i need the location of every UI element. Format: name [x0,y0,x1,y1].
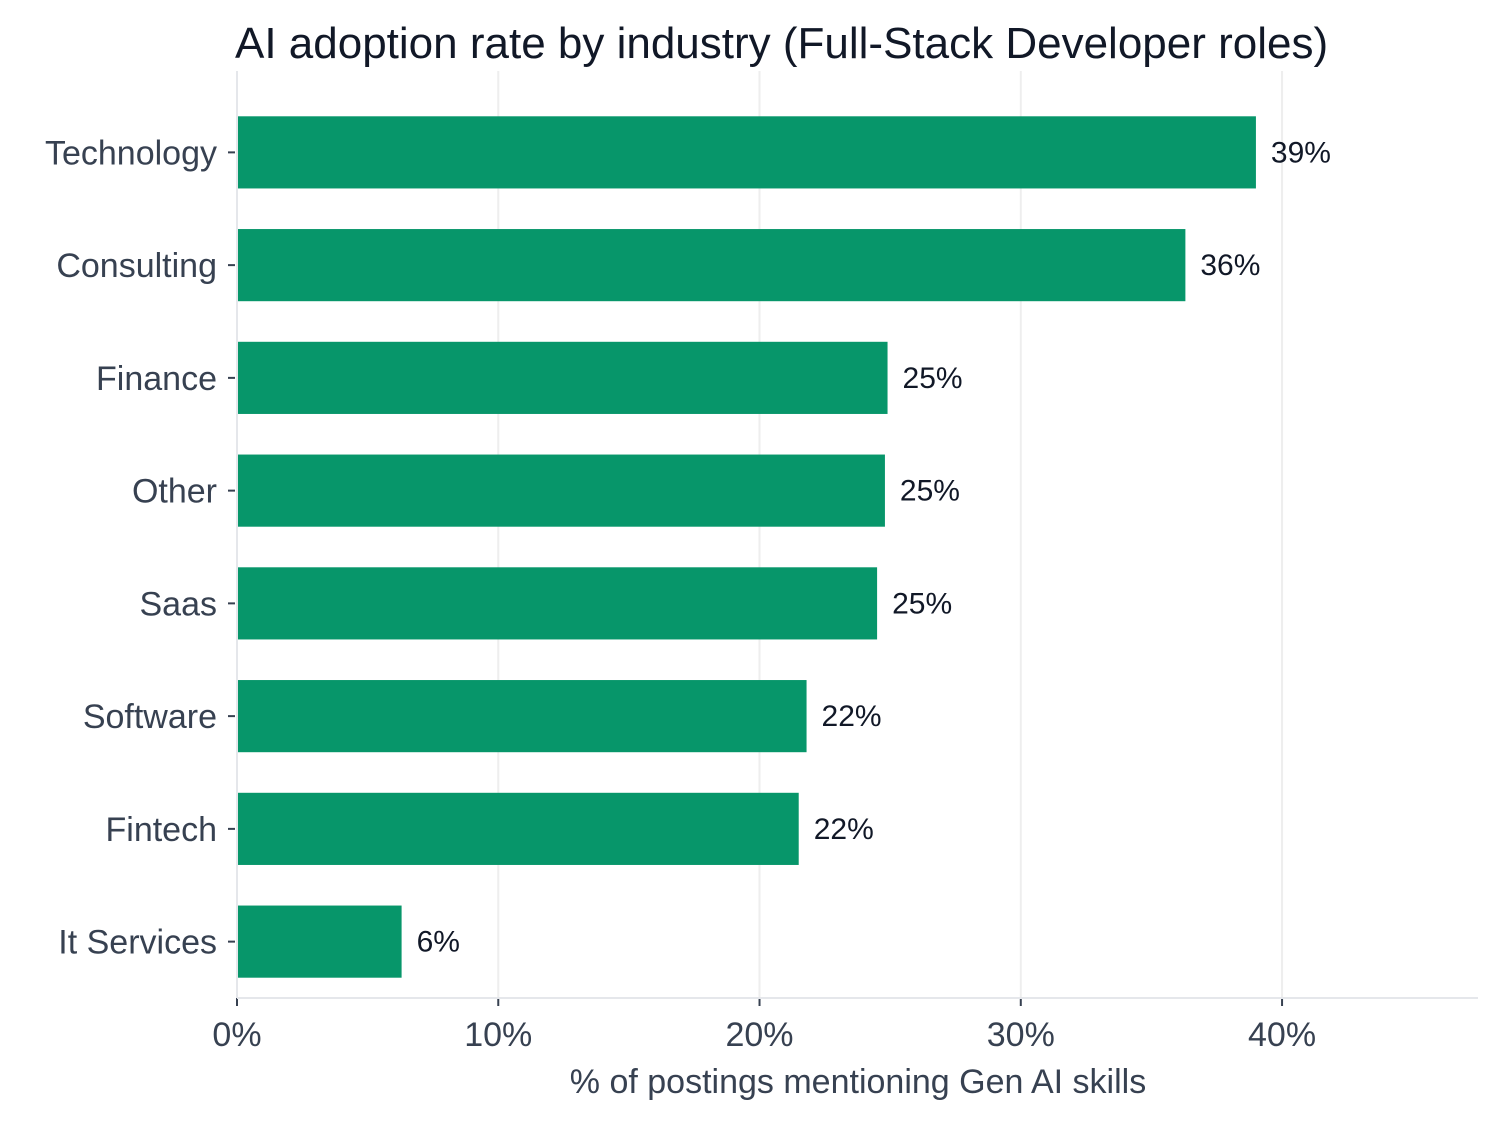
x-tick-label: 20% [725,1016,793,1054]
bar [238,229,1186,302]
x-tick-label: 0% [212,1016,261,1054]
x-axis-title: % of postings mentioning Gen AI skills [570,1063,1146,1101]
bar [238,454,885,527]
category-label: Finance [96,360,217,398]
category-label: Software [83,698,217,736]
data-label: 22% [814,813,874,846]
category-label: Saas [140,585,218,623]
data-label: 22% [822,700,882,733]
data-label: 25% [900,475,960,508]
bar [238,341,888,414]
category-label: It Services [58,924,217,962]
axes [236,71,1478,999]
category-label: Consulting [56,247,217,285]
x-tick-label: 30% [987,1016,1055,1054]
category-label: Fintech [106,811,218,849]
bars [238,116,1256,978]
data-label: 36% [1200,249,1260,282]
data-label: 25% [892,587,952,620]
bar [238,116,1256,189]
bar [238,567,878,640]
bar [238,680,807,753]
category-label: Other [132,473,217,511]
chart-title: AI adoption rate by industry (Full-Stack… [235,19,1328,68]
labels: 0% 10% 20% 30% 40% Technology 39% Consulting 36%… [45,134,1331,1054]
data-label: 6% [417,926,460,959]
bar [238,905,402,978]
x-tick-label: 40% [1248,1016,1316,1054]
category-label: Technology [45,134,217,172]
data-label: 25% [903,362,963,395]
x-tick-label: 10% [464,1016,532,1054]
data-label: 39% [1271,136,1331,169]
gridlines [236,71,1284,1006]
bar [238,792,799,865]
